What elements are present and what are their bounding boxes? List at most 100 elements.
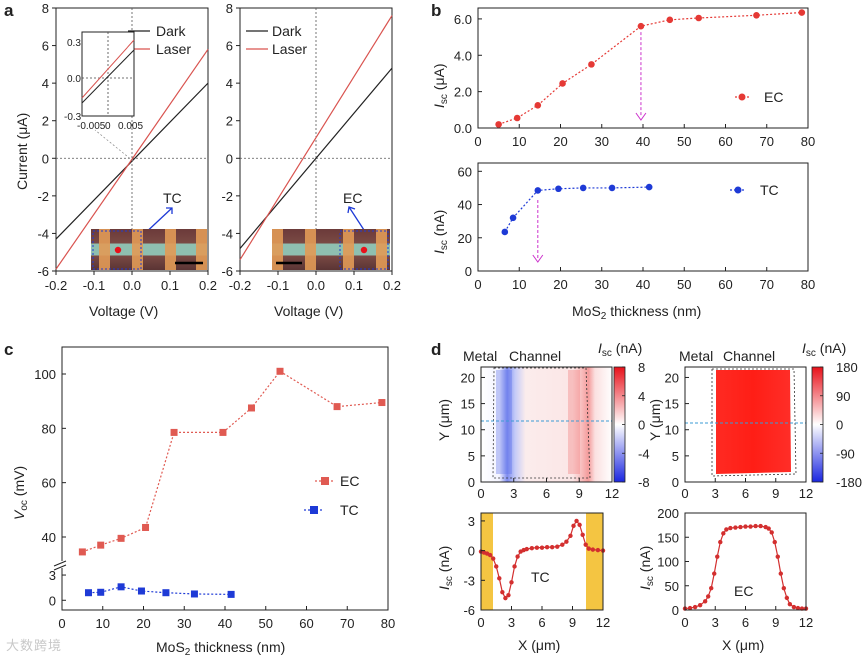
profile-right-point [778,571,783,576]
a-right-ytick-label: 0 [226,151,233,166]
profile-left-point [595,547,601,553]
b-bottom-point-tc [501,228,509,236]
profile-right-xtick-label: 0 [681,615,688,630]
cbar-left-tick-label: 4 [638,389,645,404]
profile-right-point [724,527,729,532]
panel-a-ec-label: EC [343,190,362,206]
map-right-xtick-label: 0 [681,486,688,501]
a-right-xtick-label: 0.1 [345,278,363,293]
a-right-ytick-label: -4 [221,226,233,241]
map-left-xtick-label: 3 [510,486,517,501]
map-left-colorbar: Isc (nA) 8 4 0 -4 -8 [598,340,650,490]
profile-left-point [555,544,560,549]
map-right-metal-label: Metal [679,348,713,364]
c-point-ec [219,428,227,436]
legend-ec-label-c: EC [340,473,359,489]
map-right-heat [716,370,791,474]
b-top-xtick-label: 30 [595,134,609,149]
panel-b-bottom-ylabel: Isc (nA) [431,210,450,254]
profile-left-ylabel: Isc (nA) [436,546,455,590]
map-left-metal-label: Metal [463,348,497,364]
panel-a-xlabel-right: Voltage (V) [274,303,343,319]
b-top-xtick-label: 80 [801,134,815,149]
b-bottom-point-tc [645,183,653,191]
profile-right-point [712,571,717,576]
profile-left-point [564,539,569,544]
profile-right-point [743,524,748,529]
profile-left-point [583,542,588,547]
b-top-ytick-label: 0.0 [454,121,472,136]
panel-b-xlabel: MoS2 thickness (nm) [572,303,701,322]
map-left-xtick-label: 0 [477,486,484,501]
b-top-point-ec [513,114,521,122]
panel-b-top-ylabel: Isc (μA) [431,63,450,108]
profile-right-point [718,539,723,545]
panel-letter-c: c [4,340,13,359]
profile-right-point [787,601,793,607]
legend-tc-marker-c [310,506,318,514]
map-left-red-band [568,370,580,474]
c-xtick-label: 60 [299,616,313,631]
c-ytick-label-lower: 0 [49,593,56,608]
profile-left-xtick-label: 12 [596,615,610,630]
panel-d-left-profile: 0 3 6 9 12 -6 -3 0 3 TC Isc (nA) X (μm) [436,512,610,653]
profile-left-point [544,544,550,550]
b-top-point-ec [534,101,542,109]
profile-right-point [766,526,771,531]
c-point-ec [378,399,386,407]
c-point-tc [190,590,198,598]
c-point-tc [117,583,125,591]
b-top-magenta-arrowhead [635,112,647,121]
b-bottom-point-tc [509,214,517,222]
profile-right-ylabel: Isc (nA) [637,546,656,590]
a-left-xtick-label: -0.1 [83,278,105,293]
b-top-point-ec [666,16,674,24]
map-right-ytick-label: 20 [665,370,679,385]
map-right-xtick-label: 3 [712,486,719,501]
legend-laser-label: Laser [156,41,191,57]
profile-left-point [580,532,585,537]
profile-right-point [769,530,774,535]
panel-b-top-chart: 0 10 20 30 40 50 60 70 80 0.0 2.0 4.0 6.0 EC Isc (μA… [431,7,815,149]
a-right-ytick-label: 8 [226,1,233,16]
c-point-tc [97,588,105,596]
a-left-ytick-label: 4 [42,76,49,91]
profile-right-ytick-label: 200 [657,506,679,521]
panel-a-xlabel-left: Voltage (V) [89,303,158,319]
c-point-ec [78,548,86,556]
profile-left-point [509,580,514,585]
map-right-ylabel: Y (μm) [647,399,663,441]
panel-letter-d: d [431,340,441,359]
cbar-left-tick-label: -8 [638,475,650,490]
panel-a-inset: 0.3 0.0 -0.3 -0.005 0 0.005 [64,31,143,132]
profile-right-xlabel: X (μm) [722,637,764,653]
map-left-blue-band [496,370,512,474]
b-top-xtick-label: 0 [474,134,481,149]
c-point-ec [333,403,341,411]
map-left-channel-label: Channel [509,348,561,364]
profile-left-point [494,564,499,569]
profile-left-line [480,519,604,600]
b-top-point-ec [753,11,760,19]
map-left-ytick-label: 20 [461,370,475,385]
profile-right-xtick-label: 6 [742,615,749,630]
device-image-ec [272,229,390,270]
profile-left-point [539,545,545,550]
b-top-point-ec [588,61,595,68]
profile-left-point [529,545,535,551]
a-left-xtick-label: 0.1 [161,278,179,293]
cbar-right-tick-label: 0 [836,418,843,433]
b-bottom-xtick-label: 30 [595,277,609,292]
b-top-ytick-label: 2.0 [454,85,472,100]
map-left-ytick-label: 10 [461,423,475,438]
c-point-ec [117,534,125,542]
b-top-xtick-label: 50 [677,134,691,149]
c-line-ec [82,370,382,553]
c-ytick-label-upper: 100 [34,367,56,382]
inset-xtick-mid: 0 [105,121,111,132]
profile-right-point [784,595,790,601]
legend-ec-marker-c [321,477,329,485]
b-bottom-point-tc [579,184,587,192]
